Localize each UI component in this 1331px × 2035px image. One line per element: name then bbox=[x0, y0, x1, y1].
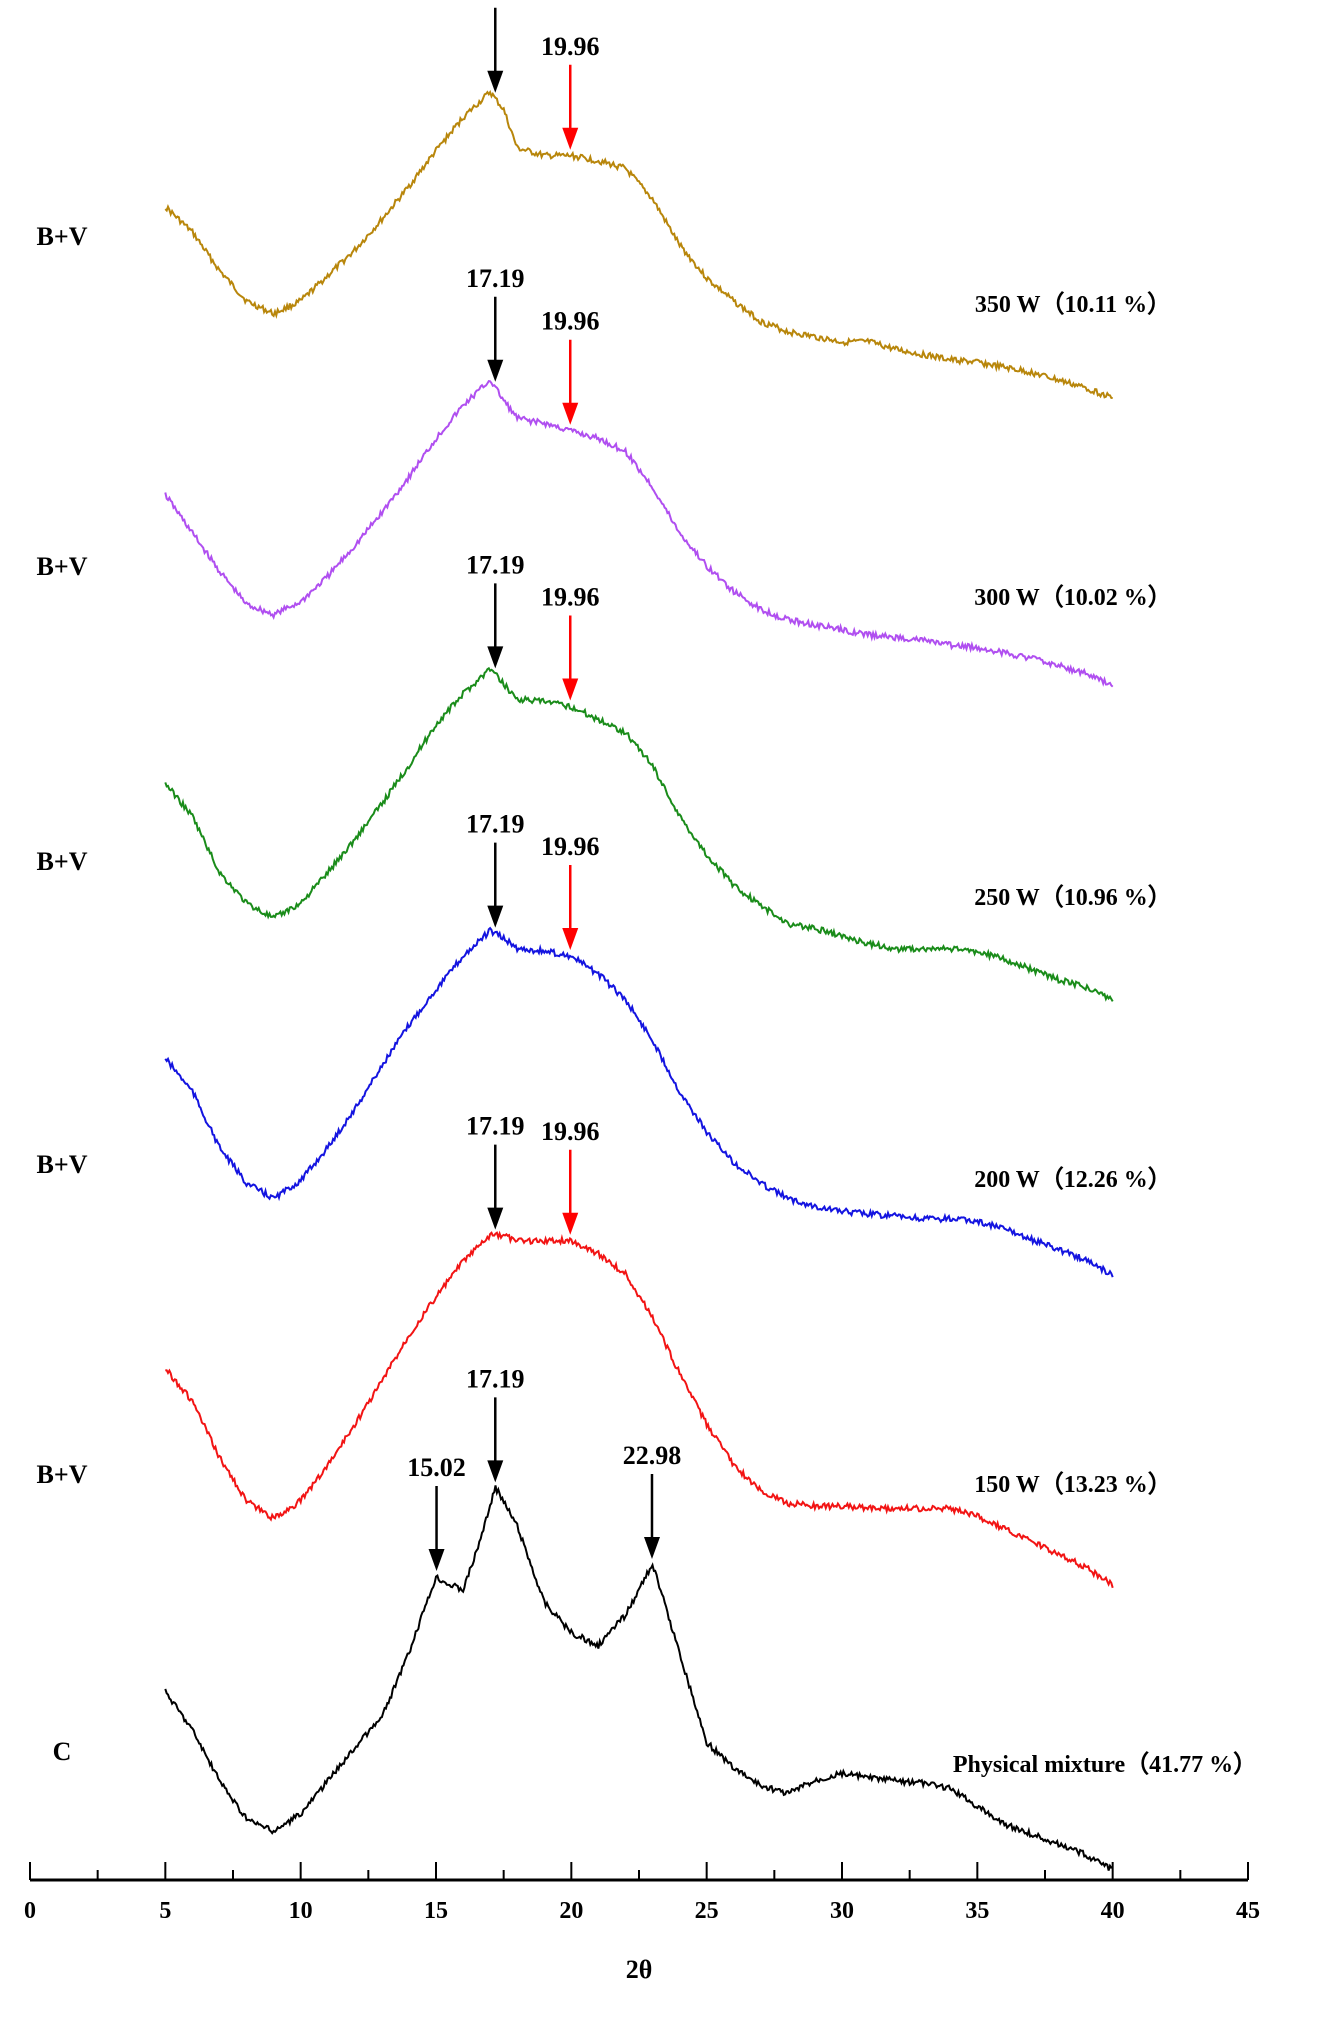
peak-annotation: 19.96 bbox=[541, 307, 600, 425]
peak-annotation: 17.19 bbox=[466, 1364, 525, 1483]
peak-label: 15.02 bbox=[407, 1453, 466, 1482]
arrow-head bbox=[562, 1212, 579, 1235]
arrow-head bbox=[487, 70, 504, 93]
peak-annotation: 17.19 bbox=[466, 810, 525, 928]
series-line bbox=[165, 1230, 1114, 1589]
peak-annotation: 17.19 bbox=[466, 264, 525, 382]
series-4: B+V 150 W（13.23 %） 17.19 19.96 bbox=[37, 1112, 1172, 1589]
peak-label: 17.19 bbox=[466, 264, 525, 293]
peak-annotation: 17.19 bbox=[466, 550, 525, 669]
series-name-label: 350 W（10.11 %） bbox=[975, 291, 1171, 318]
series-name-label: 150 W（13.23 %） bbox=[974, 1471, 1172, 1498]
x-tick-label: 25 bbox=[695, 1898, 719, 1924]
x-tick-label: 15 bbox=[424, 1898, 448, 1924]
x-tick-label: 45 bbox=[1236, 1898, 1260, 1924]
x-tick-label: 35 bbox=[965, 1898, 989, 1924]
arrow-head bbox=[562, 127, 579, 150]
arrow-head bbox=[562, 678, 579, 701]
peak-annotation: 19.96 bbox=[541, 1117, 600, 1235]
peak-label: 17.19 bbox=[466, 550, 525, 579]
peak-label: 17.19 bbox=[466, 0, 525, 4]
peak-annotation: 19.96 bbox=[541, 583, 600, 701]
peak-annotation: 19.96 bbox=[541, 832, 600, 951]
series-line bbox=[164, 380, 1114, 688]
series-line bbox=[164, 666, 1114, 1002]
x-axis-label: 2θ bbox=[626, 1955, 653, 1984]
peak-label: 19.96 bbox=[541, 1117, 600, 1146]
arrow-head bbox=[562, 402, 579, 425]
peak-annotation: 15.02 bbox=[407, 1453, 466, 1572]
series-1: B+V 300 W（10.02 %） 17.19 19.96 bbox=[37, 264, 1172, 688]
series-group-label: B+V bbox=[37, 1460, 88, 1489]
x-axis: 0 5 10 15 20 25 30 35 40 45 bbox=[24, 1862, 1260, 1924]
series-group-label: B+V bbox=[37, 847, 88, 876]
series-3: B+V 200 W（12.26 %） 17.19 19.96 bbox=[37, 810, 1172, 1278]
series-line bbox=[164, 1485, 1113, 1871]
arrow-head bbox=[643, 1537, 660, 1560]
series-name-label: Physical mixture（41.77 %） bbox=[953, 1751, 1257, 1778]
peak-label: 17.19 bbox=[466, 1112, 525, 1141]
peak-label: 19.96 bbox=[541, 307, 600, 336]
peak-annotation: 17.19 bbox=[466, 0, 525, 93]
series-group-label: B+V bbox=[37, 222, 88, 251]
series-group-label: C bbox=[53, 1737, 72, 1766]
series-5: C Physical mixture（41.77 %） 15.02 17.19 22.9… bbox=[53, 1364, 1257, 1871]
x-tick-label: 5 bbox=[159, 1898, 171, 1924]
peak-annotation: 19.96 bbox=[541, 32, 600, 150]
arrow-head bbox=[487, 905, 504, 928]
series-line bbox=[164, 89, 1113, 399]
arrow-head bbox=[562, 928, 579, 951]
x-tick-label: 0 bbox=[24, 1898, 36, 1924]
arrow-head bbox=[487, 359, 504, 382]
series-2: B+V 250 W（10.96 %） 17.19 19.96 bbox=[37, 550, 1172, 1002]
peak-label: 17.19 bbox=[466, 810, 525, 839]
peak-label: 19.96 bbox=[541, 583, 600, 612]
arrow-head bbox=[487, 646, 504, 669]
series-0: B+V 350 W（10.11 %） 17.19 19.96 bbox=[37, 0, 1171, 399]
series-name-label: 250 W（10.96 %） bbox=[974, 884, 1172, 911]
x-tick-label: 10 bbox=[289, 1898, 313, 1924]
peak-label: 19.96 bbox=[541, 832, 600, 861]
peak-annotation: 22.98 bbox=[623, 1441, 682, 1560]
peak-label: 17.19 bbox=[466, 1364, 525, 1393]
x-tick-label: 30 bbox=[830, 1898, 854, 1924]
series-line bbox=[164, 926, 1114, 1278]
series-group-label: B+V bbox=[37, 552, 88, 581]
peak-annotation: 17.19 bbox=[466, 1112, 525, 1230]
series-group-label: B+V bbox=[37, 1150, 88, 1179]
arrow-head bbox=[428, 1549, 445, 1572]
arrow-head bbox=[487, 1207, 504, 1230]
arrow-head bbox=[487, 1460, 504, 1483]
series-name-label: 200 W（12.26 %） bbox=[974, 1166, 1172, 1193]
series-layer: B+V 350 W（10.11 %） 17.19 19.96 B+V 300 W（10.0… bbox=[37, 0, 1257, 1871]
peak-label: 19.96 bbox=[541, 32, 600, 61]
x-tick-label: 20 bbox=[559, 1898, 583, 1924]
peak-label: 22.98 bbox=[623, 1441, 682, 1470]
series-name-label: 300 W（10.02 %） bbox=[974, 584, 1172, 611]
x-tick-label: 40 bbox=[1101, 1898, 1125, 1924]
